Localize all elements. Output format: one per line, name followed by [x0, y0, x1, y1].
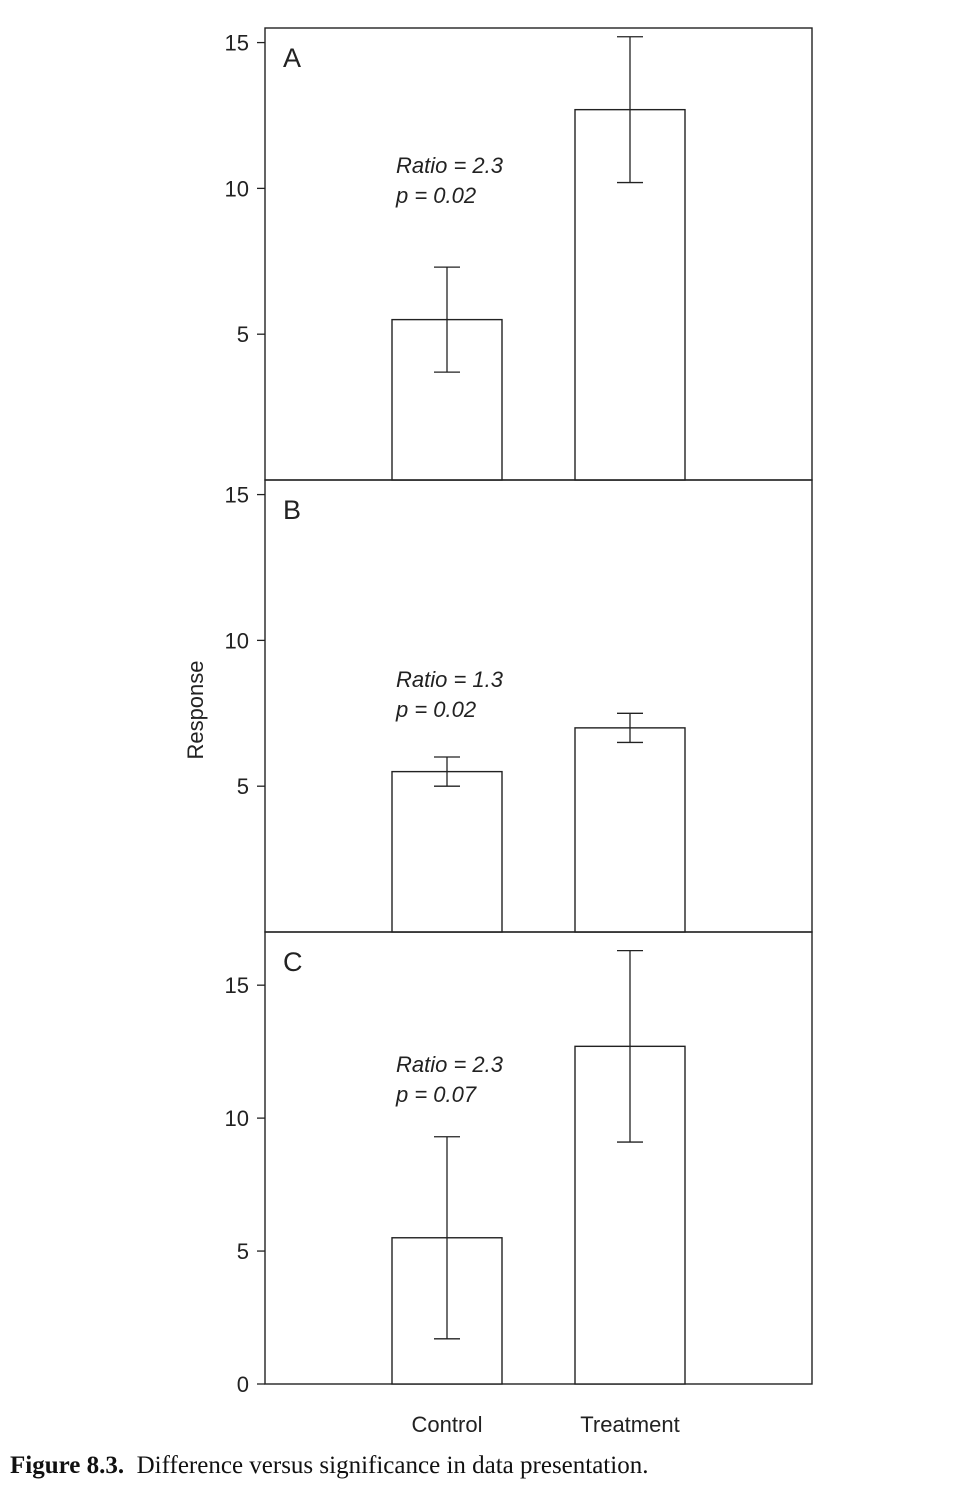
annotation-ratio-a: Ratio = 2.3 [396, 153, 504, 178]
y-tick-label-a-10: 10 [225, 176, 249, 201]
figure-caption-text: Difference versus significance in data p… [136, 1452, 649, 1479]
x-category-label-control: Control [412, 1412, 483, 1437]
y-tick-label-a-5: 5 [237, 322, 249, 347]
annotation-p-value-a: p = 0.02 [395, 183, 476, 208]
panel-frame-c [264, 931, 813, 1385]
y-tick-label-c-5: 5 [237, 1239, 249, 1264]
panel-frame-a [264, 27, 813, 481]
y-tick-label-b-5: 5 [237, 774, 249, 799]
annotation-p-value-c: p = 0.07 [395, 1082, 477, 1107]
bar-b-control [391, 770, 503, 933]
y-tick-label-b-10: 10 [225, 628, 249, 653]
panel-label-b: B [283, 495, 301, 525]
x-category-label-treatment: Treatment [580, 1412, 679, 1437]
figure-caption-label: Figure 8.3. [10, 1452, 125, 1479]
annotation-p-value-b: p = 0.02 [395, 697, 476, 722]
y-tick-label-c-15: 15 [225, 973, 249, 998]
bar-b-treatment [574, 727, 686, 933]
panel-label-a: A [283, 43, 301, 73]
y-tick-label-c-10: 10 [225, 1106, 249, 1131]
y-axis-label: Response [183, 660, 208, 759]
y-tick-label-a-15: 15 [225, 31, 249, 56]
figure-caption: Figure 8.3. Difference versus significan… [10, 1452, 648, 1480]
annotation-ratio-c: Ratio = 2.3 [396, 1052, 504, 1077]
y-tick-label-c-0: 0 [237, 1372, 249, 1397]
panel-frame-b [264, 479, 813, 933]
panel-label-c: C [283, 947, 303, 977]
y-tick-label-b-15: 15 [225, 483, 249, 508]
annotation-ratio-b: Ratio = 1.3 [396, 667, 504, 692]
